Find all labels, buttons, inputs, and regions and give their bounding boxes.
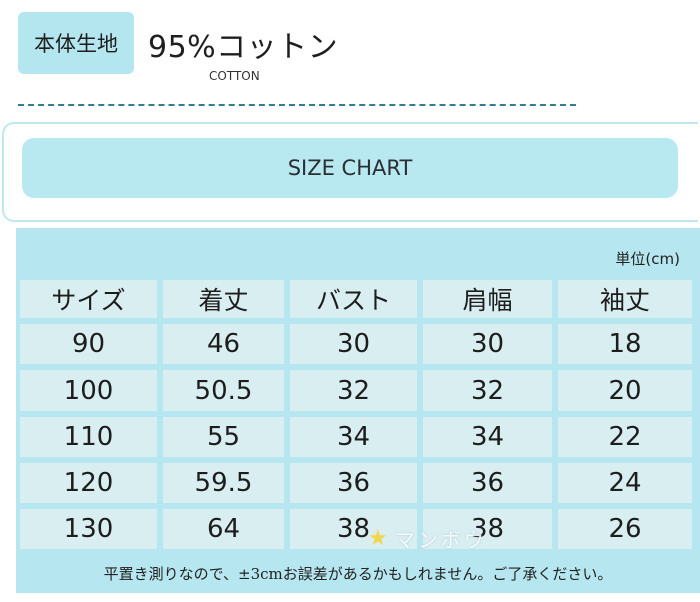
table-cell: 22	[558, 417, 692, 457]
size-chart-title-banner: SIZE CHART	[22, 138, 678, 198]
measurement-note: 平置き測りなので、±3cmお誤差があるかもしれません。ご了承ください。	[103, 564, 613, 583]
table-cell: 38	[290, 509, 417, 549]
column-header-sleeve: 袖丈	[558, 280, 692, 318]
table-cell: 110	[20, 417, 157, 457]
size-table: 単位(cm) サイズ 着丈 バスト 肩幅 袖丈 90 46 30 30 18 1…	[16, 228, 700, 593]
table-cell: 100	[20, 370, 157, 411]
table-cell: 90	[20, 324, 157, 364]
table-cell: 64	[163, 509, 284, 549]
table-cell: 24	[558, 463, 692, 503]
table-cell: 38	[423, 509, 552, 549]
table-cell: 26	[558, 509, 692, 549]
fabric-label-badge: 本体生地	[18, 12, 134, 74]
column-header-length: 着丈	[163, 280, 284, 318]
table-cell: 34	[290, 417, 417, 457]
table-cell: 18	[558, 324, 692, 364]
table-cell: 55	[163, 417, 284, 457]
table-cell: 46	[163, 324, 284, 364]
table-cell: 59.5	[163, 463, 284, 503]
watermark-text: マンボウ	[394, 528, 487, 552]
fabric-label: 本体生地	[34, 32, 118, 56]
table-cell: 36	[290, 463, 417, 503]
table-cell: 34	[423, 417, 552, 457]
column-header-size: サイズ	[20, 280, 157, 318]
table-cell: 120	[20, 463, 157, 503]
column-header-bust: バスト	[290, 280, 417, 318]
dashed-divider	[18, 104, 576, 106]
table-cell: 20	[558, 370, 692, 411]
table-cell: 30	[290, 324, 417, 364]
unit-label: 単位(cm)	[615, 250, 680, 268]
table-cell: 30	[423, 324, 552, 364]
table-cell: 130	[20, 509, 157, 549]
star-icon: ★	[368, 526, 391, 551]
fabric-value: 95%コットン	[148, 30, 339, 65]
watermark: ★ マンボウ	[368, 524, 487, 553]
table-cell: 32	[423, 370, 552, 411]
table-cell: 50.5	[163, 370, 284, 411]
table-cell: 36	[423, 463, 552, 503]
column-header-shoulder: 肩幅	[423, 280, 552, 318]
size-chart-title: SIZE CHART	[287, 156, 413, 180]
table-cell: 32	[290, 370, 417, 411]
fabric-sub-label: COTTON	[209, 69, 260, 83]
